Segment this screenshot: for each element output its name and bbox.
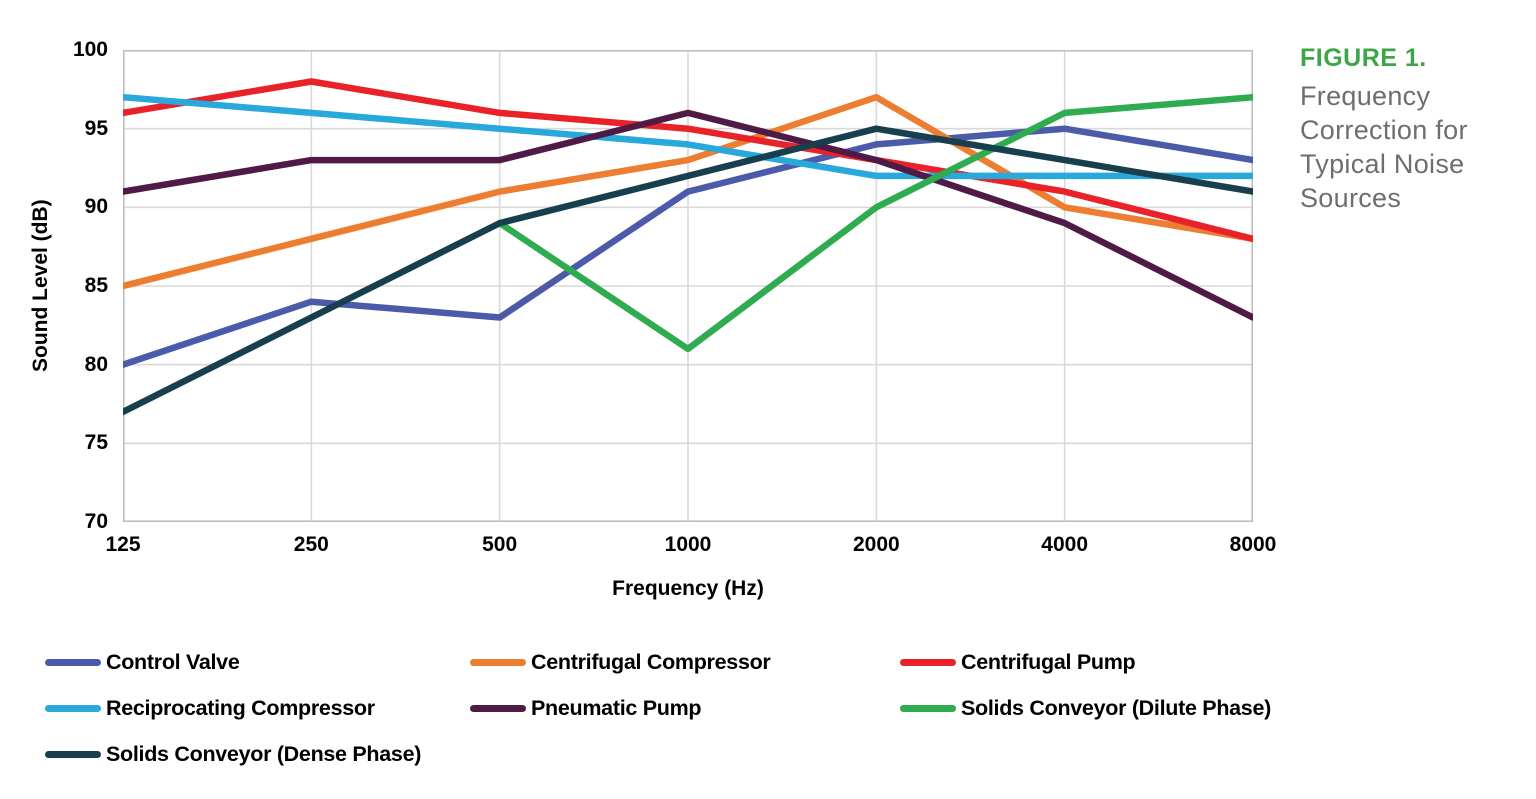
series-line-solids-conveyor-dense-phase	[123, 125, 1253, 416]
legend-label-centrifugal-compressor: Centrifugal Compressor	[531, 650, 771, 674]
legend-swatch-control-valve	[45, 659, 101, 666]
y-tick-100: 100	[72, 38, 108, 61]
figure-caption-number: FIGURE 1.	[1300, 44, 1427, 72]
y-tick-70: 70	[84, 510, 108, 533]
legend-item-reciprocating-compressor: Reciprocating Compressor	[45, 694, 470, 723]
legend-label-reciprocating-compressor: Reciprocating Compressor	[106, 696, 375, 720]
legend-item-solids-conveyor-dense-phase: Solids Conveyor (Dense Phase)	[45, 740, 470, 769]
series-line-solids-conveyor-dilute-phase	[496, 93, 1253, 353]
series-line-reciprocating-compressor	[123, 93, 1253, 180]
x-tick-2000: 2000	[852, 533, 900, 556]
x-tick-500: 500	[482, 533, 518, 556]
legend-item-centrifugal-pump: Centrifugal Pump	[900, 648, 1505, 677]
x-tick-4000: 4000	[1041, 533, 1089, 556]
plot-area	[123, 50, 1253, 522]
legend-item-solids-conveyor-dilute-phase: Solids Conveyor (Dilute Phase)	[900, 694, 1505, 723]
series-line-centrifugal-pump	[123, 78, 1253, 243]
figure-caption-text: Frequency Correction for Typical Noise S…	[1300, 81, 1468, 213]
series-line-pneumatic-pump	[123, 109, 1253, 321]
figure-caption: FIGURE 1. Frequency Correction for Typic…	[1300, 44, 1520, 215]
chart-legend: Control Valve Centrifugal Compressor Centr…	[45, 648, 1505, 769]
y-tick-75: 75	[84, 431, 108, 455]
y-tick-90: 90	[84, 195, 108, 219]
x-axis-title: Frequency (Hz)	[612, 577, 764, 600]
x-tick-125: 125	[105, 533, 141, 556]
x-tick-8000: 8000	[1229, 533, 1277, 556]
y-tick-85: 85	[84, 274, 108, 297]
legend-swatch-centrifugal-pump	[900, 659, 956, 666]
legend-label-centrifugal-pump: Centrifugal Pump	[961, 650, 1136, 674]
legend-swatch-pneumatic-pump	[470, 705, 526, 712]
legend-item-control-valve: Control Valve	[45, 648, 470, 677]
series-line-centrifugal-compressor	[123, 93, 1253, 290]
x-tick-250: 250	[293, 533, 329, 556]
legend-swatch-centrifugal-compressor	[470, 659, 526, 666]
legend-swatch-reciprocating-compressor	[45, 705, 101, 712]
series-line-control-valve	[123, 125, 1253, 368]
legend-label-pneumatic-pump: Pneumatic Pump	[531, 696, 702, 720]
y-tick-80: 80	[84, 352, 108, 376]
legend-swatch-solids-conveyor-dense-phase	[45, 751, 101, 758]
gridlines	[123, 50, 1253, 522]
legend-item-centrifugal-compressor: Centrifugal Compressor	[470, 648, 900, 677]
y-tick-95: 95	[84, 116, 108, 140]
legend-label-control-valve: Control Valve	[106, 650, 240, 674]
legend-label-solids-conveyor-dilute-phase: Solids Conveyor (Dilute Phase)	[961, 696, 1271, 720]
legend-item-pneumatic-pump: Pneumatic Pump	[470, 694, 900, 723]
legend-label-solids-conveyor-dense-phase: Solids Conveyor (Dense Phase)	[106, 742, 422, 766]
x-tick-1000: 1000	[664, 533, 712, 556]
legend-swatch-solids-conveyor-dilute-phase	[900, 705, 956, 712]
